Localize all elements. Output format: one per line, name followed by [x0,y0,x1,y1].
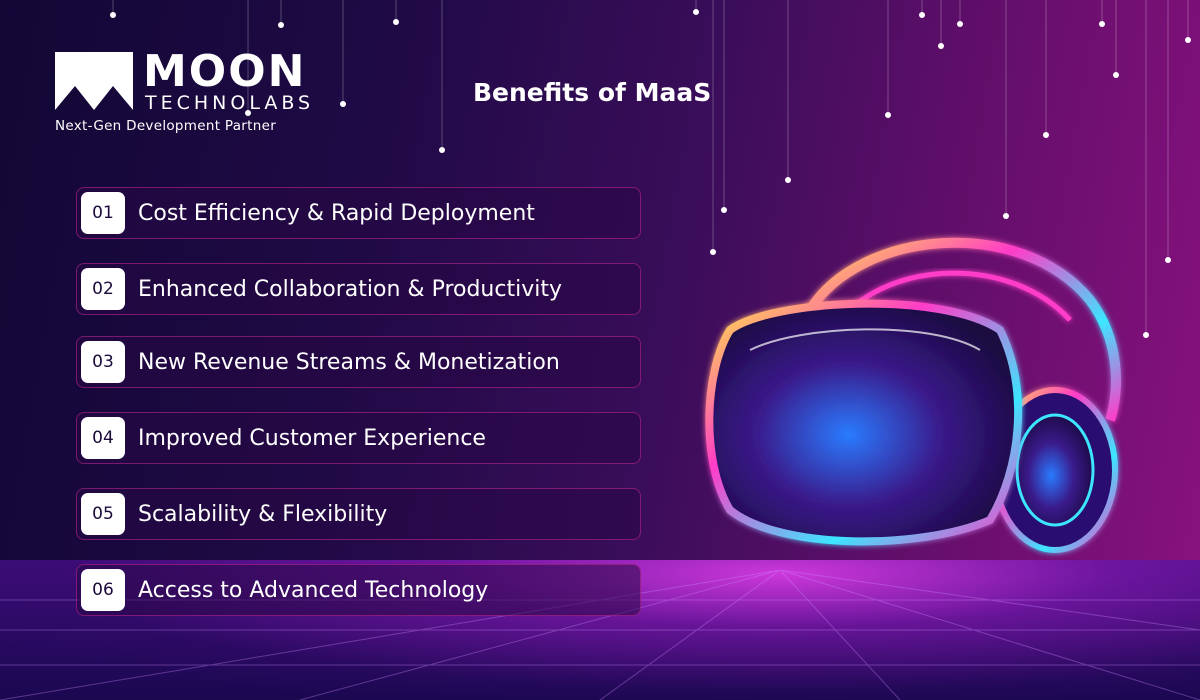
page-title: Benefits of MaaS [473,78,712,107]
item-number: 03 [81,341,125,383]
item-number: 01 [81,192,125,234]
benefit-item: 03 New Revenue Streams & Monetization [76,336,641,388]
item-number: 04 [81,417,125,459]
benefit-item: 05 Scalability & Flexibility [76,488,641,540]
item-number: 02 [81,268,125,310]
benefit-item: 01 Cost Efficiency & Rapid Deployment [76,187,641,239]
benefit-item: 04 Improved Customer Experience [76,412,641,464]
item-label: Access to Advanced Technology [138,577,489,603]
item-label: Improved Customer Experience [138,425,486,451]
item-label: Enhanced Collaboration & Productivity [138,276,562,302]
brand-name: MOON [143,46,307,97]
item-label: Scalability & Flexibility [138,501,388,527]
benefit-item: 06 Access to Advanced Technology [76,564,641,616]
vr-headset-illustration [705,237,1121,553]
brand-tagline: Next-Gen Development Partner [55,118,277,134]
item-number: 06 [81,569,125,611]
item-number: 05 [81,493,125,535]
item-label: Cost Efficiency & Rapid Deployment [138,200,535,226]
moon-logo-icon [55,52,133,110]
brand-subname: TECHNOLABS [145,92,315,114]
benefit-item: 02 Enhanced Collaboration & Productivity [76,263,641,315]
item-label: New Revenue Streams & Monetization [138,349,560,375]
